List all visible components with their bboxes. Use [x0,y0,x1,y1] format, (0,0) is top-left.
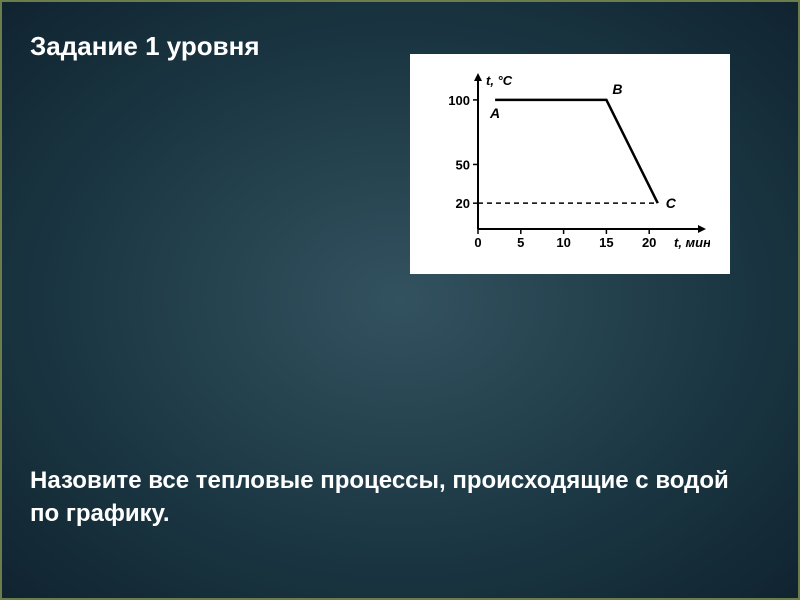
svg-text:0: 0 [474,235,481,250]
svg-text:100: 100 [448,93,470,108]
svg-text:t, °C: t, °C [486,73,513,88]
svg-text:5: 5 [517,235,524,250]
svg-text:C: C [666,195,677,211]
slide-content: Задание 1 уровня 0 5 10 15 20 20 50 100 t, мин t,… [30,30,770,570]
chart-svg: 0 5 10 15 20 20 50 100 t, мин t, °C A B C [430,69,710,259]
svg-text:20: 20 [456,196,470,211]
question-text: Назовите все тепловые процессы, происход… [30,465,730,530]
svg-text:t, мин: t, мин [674,235,710,250]
svg-text:50: 50 [456,157,470,172]
task-title: Задание 1 уровня [30,30,290,64]
svg-text:15: 15 [599,235,613,250]
svg-text:A: A [489,105,500,121]
svg-text:20: 20 [642,235,656,250]
slide-frame: Задание 1 уровня 0 5 10 15 20 20 50 100 t, мин t,… [0,0,800,600]
chart-panel: 0 5 10 15 20 20 50 100 t, мин t, °C A B C [410,54,730,274]
svg-text:10: 10 [556,235,570,250]
svg-text:B: B [612,81,622,97]
